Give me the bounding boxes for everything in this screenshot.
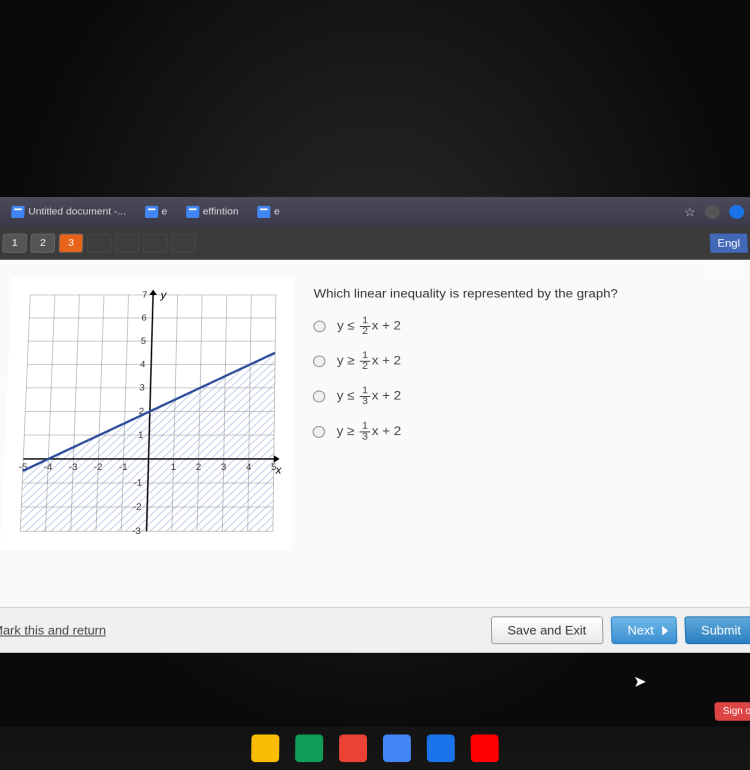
docs-icon — [11, 206, 25, 218]
svg-text:6: 6 — [141, 313, 147, 323]
question-number[interactable] — [171, 234, 196, 253]
svg-text:-4: -4 — [44, 462, 54, 473]
signout-button[interactable]: Sign out — [715, 702, 750, 721]
docs-icon — [144, 206, 157, 218]
svg-text:1: 1 — [171, 462, 177, 473]
svg-text:3: 3 — [221, 462, 227, 473]
svg-text:4: 4 — [140, 360, 146, 370]
answer-option[interactable]: y ≥ 12x + 2 — [313, 351, 742, 372]
svg-text:5: 5 — [141, 336, 147, 346]
svg-text:y: y — [159, 290, 167, 301]
radio-icon[interactable] — [313, 426, 326, 438]
answer-option[interactable]: y ≤ 12x + 2 — [313, 316, 740, 336]
svg-text:-3: -3 — [69, 462, 78, 473]
profile-icon[interactable] — [729, 205, 745, 219]
mark-and-return-link[interactable]: Mark this and return — [0, 623, 106, 637]
radio-icon[interactable] — [313, 391, 326, 403]
docs-icon — [186, 206, 199, 218]
bookmark-star-icon[interactable]: ☆ — [684, 205, 696, 220]
taskbar-app-icon[interactable] — [471, 734, 499, 762]
question-number[interactable] — [87, 234, 112, 253]
taskbar-app-icon[interactable] — [339, 734, 367, 762]
option-math: y ≤ 12x + 2 — [337, 316, 401, 336]
tab-label: e — [274, 207, 280, 217]
question-number-active[interactable]: 3 — [58, 234, 83, 253]
timer: 54:39 — [703, 263, 741, 279]
question-number[interactable] — [143, 234, 168, 253]
question-number[interactable]: 2 — [30, 234, 55, 253]
tab-label: e — [161, 207, 167, 217]
svg-text:-2: -2 — [94, 462, 103, 473]
taskbar-app-icon[interactable] — [295, 734, 323, 762]
svg-text:1: 1 — [138, 430, 144, 440]
submit-button[interactable]: Submit — [684, 616, 750, 644]
option-math: y ≤ 13x + 2 — [337, 386, 401, 407]
taskbar-app-icon[interactable] — [251, 734, 279, 762]
svg-text:4: 4 — [246, 462, 252, 473]
tab-label: Untitled document -... — [28, 207, 126, 217]
mouse-cursor-icon: ➤ — [633, 672, 647, 691]
answer-option[interactable]: y ≥ 13x + 2 — [312, 421, 745, 442]
svg-text:-1: -1 — [119, 462, 128, 473]
radio-icon[interactable] — [313, 355, 325, 367]
svg-text:-3: -3 — [132, 526, 141, 537]
option-math: y ≥ 13x + 2 — [337, 421, 402, 442]
option-math: y ≥ 12x + 2 — [337, 351, 401, 372]
question-number[interactable]: 1 — [2, 234, 27, 253]
question-number[interactable] — [115, 234, 140, 253]
save-exit-button[interactable]: Save and Exit — [490, 616, 603, 644]
svg-text:-5: -5 — [18, 462, 27, 473]
extension-icon[interactable] — [705, 205, 721, 219]
svg-text:x: x — [275, 465, 283, 477]
browser-tab[interactable]: e — [252, 204, 286, 220]
question-text: Which linear inequality is represented b… — [314, 286, 739, 300]
svg-text:-1: -1 — [133, 478, 142, 489]
question-content: -5-4-3-2-112345-3-2-11234567xy Which lin… — [0, 260, 750, 607]
browser-tab[interactable]: Untitled document -... — [5, 204, 131, 220]
svg-text:2: 2 — [196, 462, 202, 473]
svg-text:-2: -2 — [133, 502, 142, 513]
browser-tab[interactable]: effintion — [180, 204, 244, 220]
docs-icon — [257, 206, 270, 218]
svg-text:3: 3 — [139, 383, 145, 393]
svg-text:7: 7 — [142, 290, 148, 300]
quiz-footer: Mark this and return Save and Exit Next … — [0, 607, 750, 653]
taskbar-app-icon[interactable] — [427, 734, 455, 762]
taskbar-app-icon[interactable] — [383, 734, 411, 762]
answer-option[interactable]: y ≤ 13x + 2 — [313, 386, 744, 407]
browser-tab-bar: Untitled document -... e effintion e ☆ — [0, 197, 750, 226]
next-button[interactable]: Next — [610, 616, 677, 644]
radio-icon[interactable] — [313, 321, 325, 333]
os-taskbar — [0, 727, 750, 770]
language-badge[interactable]: Engl — [710, 234, 748, 253]
quiz-nav-bar: 1 2 3 Engl 54:39 — [0, 227, 750, 260]
inequality-graph: -5-4-3-2-112345-3-2-11234567xy — [0, 277, 295, 550]
browser-tab[interactable]: e — [139, 204, 173, 220]
tab-label: effintion — [203, 207, 239, 217]
